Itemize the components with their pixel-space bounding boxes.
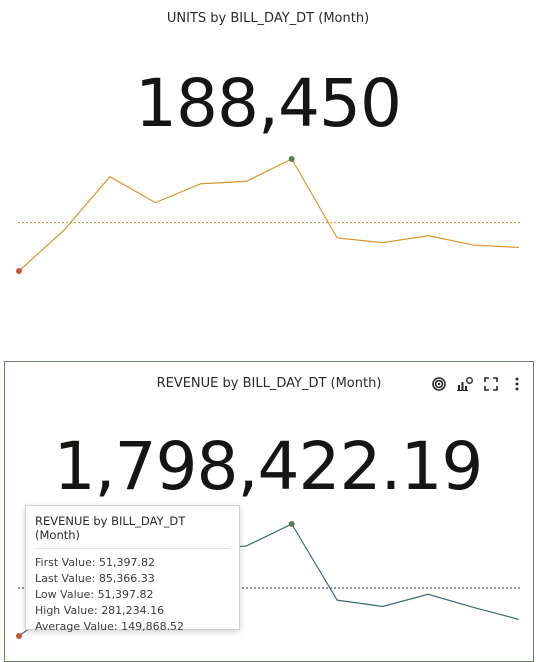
tooltip-average-value: Average Value: 149,868.52 xyxy=(35,620,185,633)
units-tile-title: UNITS by BILL_DAY_DT (Month) xyxy=(166,11,370,26)
chart-type-icon[interactable] xyxy=(457,376,473,392)
revenue-high-point xyxy=(288,521,295,527)
revenue-tooltip: REVENUE by BILL_DAY_DT (Month) First Val… xyxy=(25,505,240,633)
tooltip-last-value: Last Value: 85,366.33 xyxy=(35,572,155,585)
tooltip-title: REVENUE by BILL_DAY_DT (Month) xyxy=(35,514,230,549)
tooltip-first-value: First Value: 51,397.82 xyxy=(35,556,156,569)
target-icon[interactable] xyxy=(431,376,447,392)
units-tile[interactable]: UNITS by BILL_DAY_DT (Month) xyxy=(0,0,536,352)
revenue-low-point xyxy=(16,633,22,639)
units-series-line xyxy=(18,158,520,272)
tooltip-high-value: High Value: 281,234.16 xyxy=(35,604,165,617)
units-high-point xyxy=(288,156,295,162)
tile-toolbar xyxy=(431,376,525,392)
more-options-icon[interactable] xyxy=(509,376,525,392)
revenue-big-value: 1,798,422.19 xyxy=(53,428,484,505)
tooltip-low-value: Low Value: 51,397.82 xyxy=(35,588,154,601)
expand-icon[interactable] xyxy=(483,376,499,392)
units-low-point xyxy=(16,268,22,274)
units-big-value: 188,450 xyxy=(135,65,402,142)
units-sparkline-chart xyxy=(16,156,520,274)
revenue-tile-title: REVENUE by BILL_DAY_DT (Month) xyxy=(156,376,382,391)
